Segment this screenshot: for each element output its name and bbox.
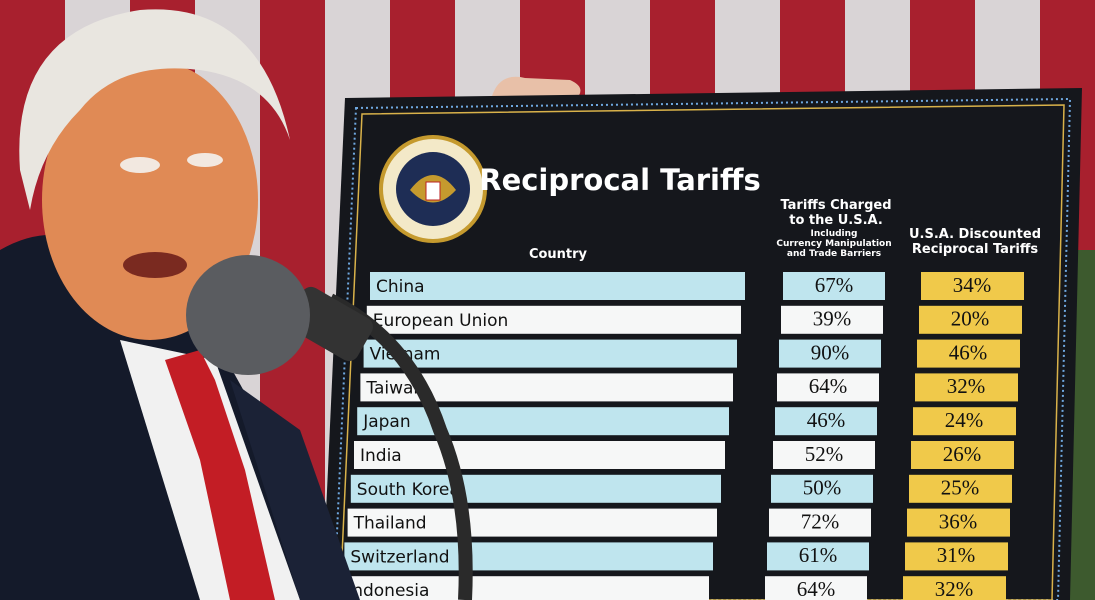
table-row: Switzerland 61% 31% bbox=[344, 542, 1008, 571]
table-row: Thailand 72% 36% bbox=[347, 508, 1010, 537]
column-header: Reciprocal Tariffs bbox=[912, 242, 1038, 257]
discounted-cell bbox=[907, 508, 1010, 537]
charged-cell bbox=[771, 474, 873, 503]
mic-stand bbox=[326, 293, 473, 600]
board-border bbox=[339, 104, 1065, 600]
table-row: Taiwan 64% 32% bbox=[360, 373, 1018, 402]
charged-cell bbox=[773, 441, 875, 469]
table-row: Japan 46% 24% bbox=[357, 407, 1016, 436]
country-cell bbox=[363, 339, 737, 368]
country-cell bbox=[366, 305, 741, 334]
charged-cell bbox=[783, 272, 885, 300]
discounted-value: 31% bbox=[937, 543, 976, 567]
table-row: Vietnam 90% 46% bbox=[363, 339, 1020, 368]
discounted-cell bbox=[921, 272, 1024, 300]
board-title: Reciprocal Tariffs bbox=[479, 163, 761, 197]
country-name: South Korea bbox=[357, 480, 460, 500]
hair bbox=[19, 9, 291, 211]
charged-cell bbox=[765, 576, 867, 600]
microphone bbox=[186, 255, 473, 600]
discounted-cell bbox=[903, 576, 1006, 600]
board: Reciprocal Tariffs Country Tariffs Charg… bbox=[322, 88, 1082, 600]
discounted-value: 34% bbox=[953, 273, 992, 297]
charged-value: 46% bbox=[807, 408, 846, 432]
country-name: European Union bbox=[373, 311, 509, 331]
board-border bbox=[332, 97, 1072, 600]
country-name: Indonesia bbox=[347, 581, 429, 600]
column-header: U.S.A. Discounted bbox=[909, 227, 1041, 242]
country-cell bbox=[350, 474, 721, 503]
country-cell bbox=[344, 542, 713, 571]
charged-cell bbox=[777, 373, 879, 402]
face bbox=[42, 60, 258, 340]
discounted-value: 36% bbox=[939, 509, 978, 533]
table-row: South Korea 50% 25% bbox=[350, 474, 1012, 503]
charged-value: 90% bbox=[811, 340, 850, 364]
charged-cell bbox=[775, 407, 877, 436]
eye bbox=[120, 157, 160, 173]
lapel bbox=[230, 380, 360, 600]
tie bbox=[165, 350, 275, 600]
country-name: India bbox=[360, 446, 402, 466]
charged-value: 61% bbox=[799, 543, 838, 567]
speaker bbox=[0, 9, 360, 600]
discounted-value: 24% bbox=[945, 408, 984, 432]
discounted-cell bbox=[917, 339, 1020, 368]
country-name: Japan bbox=[362, 412, 410, 432]
table-row: Indonesia 64% 32% bbox=[341, 576, 1006, 600]
charged-value: 39% bbox=[813, 307, 852, 331]
charged-value: 52% bbox=[805, 442, 844, 466]
column-header: Tariffs Charged bbox=[780, 198, 891, 213]
country-cell bbox=[370, 272, 745, 300]
discounted-value: 20% bbox=[951, 307, 990, 331]
eye bbox=[187, 153, 223, 167]
country-name: China bbox=[376, 277, 425, 297]
discounted-value: 46% bbox=[949, 340, 988, 364]
discounted-value: 32% bbox=[935, 577, 974, 600]
charged-value: 67% bbox=[815, 273, 854, 297]
discounted-value: 32% bbox=[947, 374, 986, 398]
discounted-cell bbox=[913, 407, 1016, 436]
country-name: Thailand bbox=[353, 514, 427, 534]
table-row: China 67% 34% bbox=[370, 272, 1024, 300]
discounted-value: 26% bbox=[943, 442, 982, 466]
column-note: Currency Manipulation bbox=[776, 239, 891, 249]
charged-cell bbox=[769, 508, 871, 537]
charged-value: 72% bbox=[801, 509, 840, 533]
seal-shield bbox=[425, 181, 441, 201]
discounted-cell bbox=[915, 373, 1018, 402]
charged-value: 64% bbox=[809, 374, 848, 398]
column-note: Including bbox=[811, 229, 858, 239]
country-cell bbox=[357, 407, 729, 436]
discounted-cell bbox=[911, 441, 1014, 469]
table-row: European Union 39% 20% bbox=[366, 305, 1022, 334]
country-cell bbox=[341, 576, 709, 600]
country-cell bbox=[347, 508, 717, 537]
discounted-cell bbox=[909, 474, 1012, 503]
table-row: India 52% 26% bbox=[354, 441, 1014, 469]
country-name: Switzerland bbox=[350, 547, 449, 567]
charged-cell bbox=[779, 339, 881, 368]
column-note: and Trade Barriers bbox=[787, 249, 881, 259]
country-cell bbox=[354, 441, 725, 469]
discounted-value: 25% bbox=[941, 476, 980, 500]
mic-head bbox=[186, 255, 310, 375]
discounted-cell bbox=[919, 305, 1022, 334]
charged-cell bbox=[767, 542, 869, 571]
charged-value: 50% bbox=[803, 476, 842, 500]
charged-value: 64% bbox=[797, 577, 836, 600]
country-name: Taiwan bbox=[365, 378, 424, 398]
column-header: Country bbox=[529, 247, 588, 262]
mouth bbox=[123, 252, 187, 278]
charged-cell bbox=[781, 305, 883, 334]
column-header: to the U.S.A. bbox=[789, 213, 883, 228]
discounted-cell bbox=[905, 542, 1008, 571]
